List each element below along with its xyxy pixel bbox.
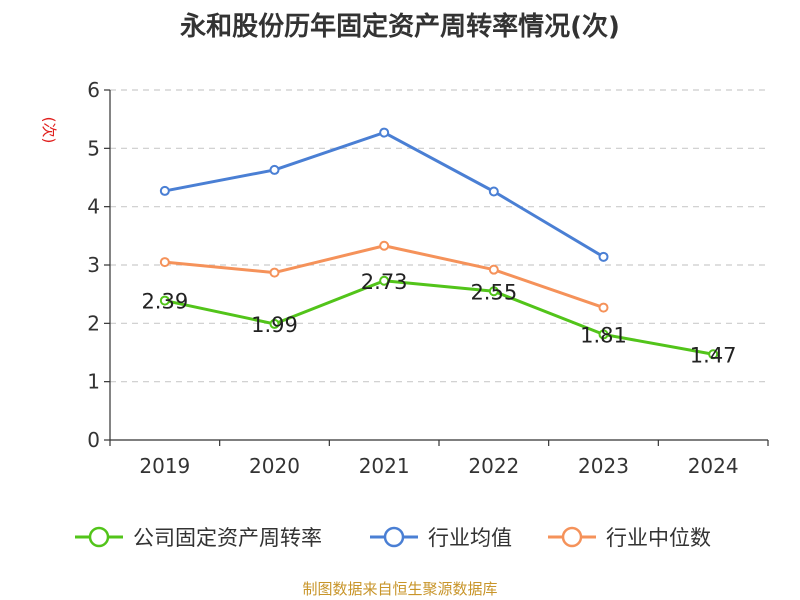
data-labels: 2.39 1.99 2.73 2.55 1.81 1.47 (141, 270, 736, 368)
data-point (598, 302, 609, 313)
legend-marker (383, 526, 405, 548)
data-label: 1.47 (690, 343, 737, 367)
data-point (379, 240, 390, 251)
legend-label: 行业均值 (428, 526, 512, 550)
data-point (269, 164, 280, 175)
data-point (159, 295, 170, 306)
legend-label: 公司固定资产周转率 (133, 526, 322, 550)
y-tick-label: 5 (87, 136, 100, 160)
legend-marker (561, 526, 583, 548)
x-tick-label: 2022 (468, 454, 519, 478)
y-tick-label: 4 (87, 195, 100, 219)
chart-title: 永和股份历年固定资产周转率情况(次) (180, 12, 620, 42)
data-point (488, 186, 499, 197)
data-label: 1.99 (251, 313, 298, 337)
data-point (269, 318, 280, 329)
y-tick-label: 6 (87, 78, 100, 102)
data-point (379, 275, 390, 286)
series-line (164, 279, 714, 356)
data-point (598, 329, 609, 340)
legend-item[interactable]: 行业均值 (370, 526, 512, 550)
data-point (159, 185, 170, 196)
data-point (708, 349, 719, 360)
axes: 0 1 2 3 4 5 6 2019 2020 2021 2022 2023 2024 (87, 78, 769, 478)
y-tick-label: 2 (87, 311, 100, 335)
y-tick-label: 3 (87, 253, 100, 277)
data-label: 2.73 (361, 270, 408, 294)
data-label: 1.81 (580, 323, 627, 347)
legend-item[interactable]: 公司固定资产周转率 (75, 526, 322, 550)
data-label: 2.55 (470, 280, 517, 304)
data-label: 2.39 (141, 290, 188, 314)
x-tick-label: 2020 (249, 454, 300, 478)
data-point (159, 257, 170, 268)
y-axis-label: (次) (40, 117, 58, 144)
legend-item[interactable]: 行业中位数 (548, 526, 711, 550)
grid-lines (110, 89, 768, 383)
data-point (269, 267, 280, 278)
legend-marker (88, 526, 110, 548)
legend[interactable]: 公司固定资产周转率 行业均值 行业中位数 (75, 526, 711, 550)
y-tick-label: 1 (87, 370, 100, 394)
source-footer: 制图数据来自恒生聚源数据库 (302, 580, 498, 598)
data-point (488, 264, 499, 275)
x-tick-label: 2023 (578, 454, 629, 478)
data-point (379, 127, 390, 138)
series-layer (159, 127, 719, 360)
x-tick-label: 2019 (139, 454, 190, 478)
data-point (488, 286, 499, 297)
x-tick-label: 2024 (688, 454, 739, 478)
y-tick-label: 0 (87, 428, 100, 452)
series-line (164, 131, 605, 259)
data-point (598, 251, 609, 262)
x-tick-label: 2021 (359, 454, 410, 478)
legend-label: 行业中位数 (606, 526, 711, 550)
